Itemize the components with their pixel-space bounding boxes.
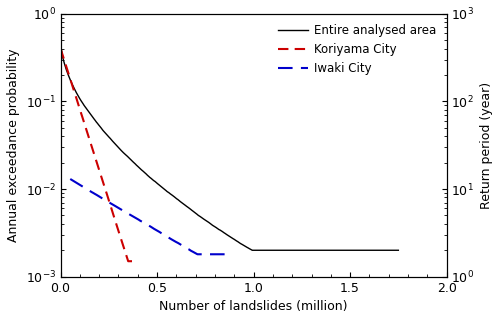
Y-axis label: Annual exceedance probability: Annual exceedance probability [7, 48, 20, 242]
Iwaki City [110, 203, 116, 206]
Iwaki City [224, 252, 230, 256]
Iwaki City [160, 233, 166, 236]
Iwaki City [194, 252, 200, 256]
Line: Koriyama City: Koriyama City [60, 49, 132, 261]
Iwaki City [219, 252, 225, 256]
Legend: Entire analysed area, Koriyama City, Iwaki City: Entire analysed area, Koriyama City, Iwa… [274, 20, 440, 80]
Entire analysed area [208, 222, 214, 226]
Entire analysed area [249, 248, 255, 252]
Koriyama City [102, 184, 107, 188]
Koriyama City [129, 259, 135, 263]
Entire analysed area [84, 107, 89, 111]
Koriyama City [100, 180, 106, 184]
Iwaki City [152, 227, 158, 231]
X-axis label: Number of landslides (million): Number of landslides (million) [160, 300, 348, 313]
Koriyama City [58, 47, 64, 51]
Line: Entire analysed area: Entire analysed area [60, 40, 398, 250]
Iwaki City [67, 177, 73, 181]
Koriyama City [125, 259, 131, 263]
Entire analysed area [396, 248, 402, 252]
Koriyama City [58, 47, 64, 51]
Entire analysed area [250, 248, 256, 252]
Y-axis label: Return period (year): Return period (year) [480, 82, 493, 209]
Entire analysed area [58, 38, 64, 42]
Koriyama City [122, 251, 128, 254]
Iwaki City [226, 252, 232, 256]
Iwaki City [140, 220, 146, 224]
Line: Iwaki City: Iwaki City [70, 179, 228, 254]
Koriyama City [100, 180, 106, 184]
Entire analysed area [214, 226, 220, 230]
Koriyama City [118, 236, 124, 240]
Entire analysed area [98, 125, 103, 129]
Entire analysed area [201, 217, 207, 221]
